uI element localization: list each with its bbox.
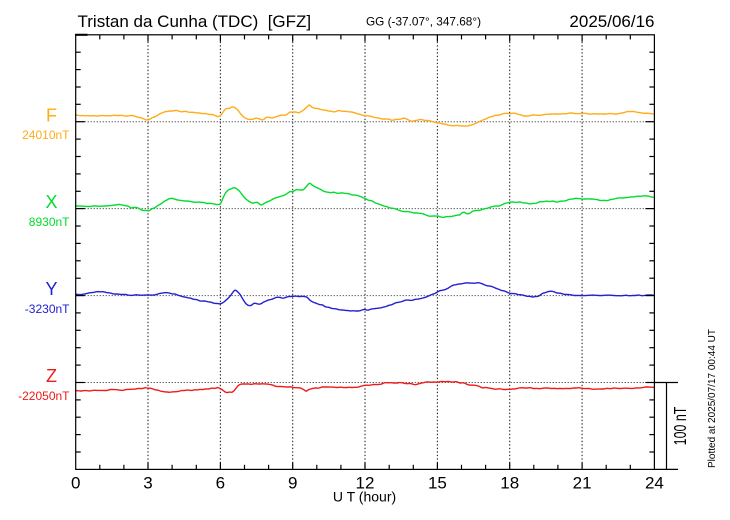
svg-text:2025/06/16: 2025/06/16 <box>569 12 654 31</box>
svg-text:18: 18 <box>500 473 519 492</box>
svg-text:24010nT: 24010nT <box>22 128 70 142</box>
svg-text:100 nT: 100 nT <box>671 406 691 445</box>
svg-text:Z: Z <box>46 366 57 386</box>
svg-text:Plotted at 2025/07/17 00:44 UT: Plotted at 2025/07/17 00:44 UT <box>707 329 718 468</box>
svg-text:F: F <box>46 105 57 125</box>
svg-text:-3230nT: -3230nT <box>25 302 70 316</box>
svg-text:6: 6 <box>216 473 225 492</box>
svg-text:24: 24 <box>645 473 664 492</box>
svg-text:Tristan da Cunha (TDC) [GFZ]: Tristan da Cunha (TDC) [GFZ] <box>78 12 312 31</box>
svg-text:15: 15 <box>428 473 447 492</box>
svg-text:9: 9 <box>288 473 297 492</box>
svg-text:3: 3 <box>143 473 152 492</box>
svg-text:8930nT: 8930nT <box>29 215 70 229</box>
svg-text:0: 0 <box>71 473 80 492</box>
svg-text:U T (hour): U T (hour) <box>333 488 396 504</box>
svg-text:GG (-37.07°, 347.68°): GG (-37.07°, 347.68°) <box>366 15 481 29</box>
svg-text:-22050nT: -22050nT <box>18 389 70 403</box>
svg-text:21: 21 <box>573 473 592 492</box>
svg-text:Y: Y <box>45 279 57 299</box>
svg-text:X: X <box>45 192 57 212</box>
svg-text:12: 12 <box>356 473 375 492</box>
